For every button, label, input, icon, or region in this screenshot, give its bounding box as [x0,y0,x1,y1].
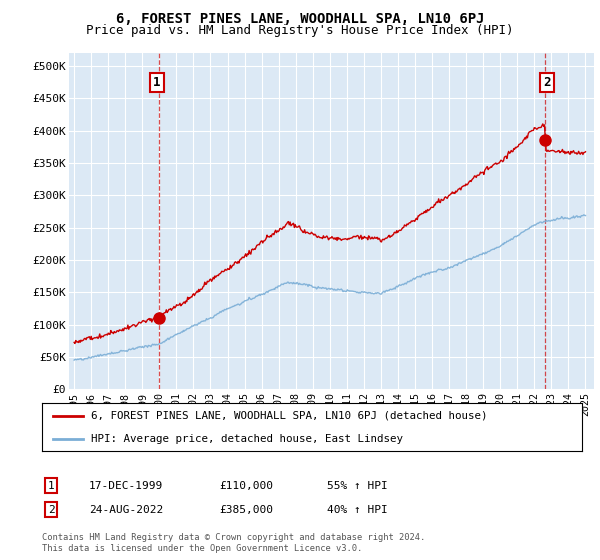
Text: Contains HM Land Registry data © Crown copyright and database right 2024.
This d: Contains HM Land Registry data © Crown c… [42,533,425,553]
Text: 55% ↑ HPI: 55% ↑ HPI [327,480,388,491]
Text: 24-AUG-2022: 24-AUG-2022 [89,505,163,515]
Text: 1: 1 [47,480,55,491]
Text: 6, FOREST PINES LANE, WOODHALL SPA, LN10 6PJ (detached house): 6, FOREST PINES LANE, WOODHALL SPA, LN10… [91,410,487,421]
Text: HPI: Average price, detached house, East Lindsey: HPI: Average price, detached house, East… [91,435,403,445]
Text: £110,000: £110,000 [219,480,273,491]
Text: 6, FOREST PINES LANE, WOODHALL SPA, LN10 6PJ: 6, FOREST PINES LANE, WOODHALL SPA, LN10… [116,12,484,26]
Text: Price paid vs. HM Land Registry's House Price Index (HPI): Price paid vs. HM Land Registry's House … [86,24,514,36]
Text: 2: 2 [47,505,55,515]
Text: 40% ↑ HPI: 40% ↑ HPI [327,505,388,515]
Text: 2: 2 [544,76,551,89]
Text: 17-DEC-1999: 17-DEC-1999 [89,480,163,491]
Text: 1: 1 [153,76,161,89]
Text: £385,000: £385,000 [219,505,273,515]
